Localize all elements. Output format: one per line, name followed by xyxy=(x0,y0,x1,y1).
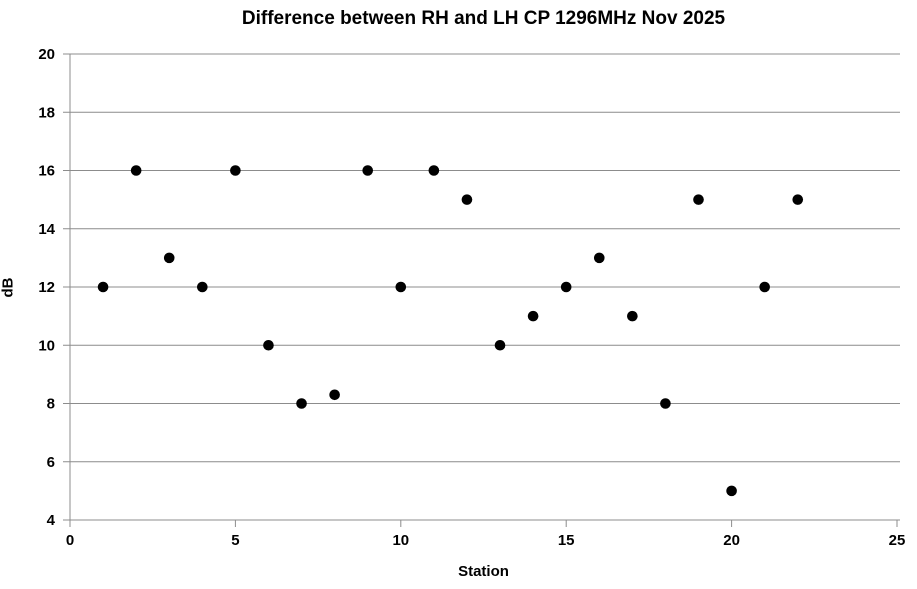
y-tick-label: 12 xyxy=(38,279,55,296)
data-point xyxy=(130,165,142,176)
data-point xyxy=(197,281,208,293)
data-point xyxy=(395,281,407,293)
data-point xyxy=(660,398,671,409)
x-tick-label: 25 xyxy=(889,532,906,549)
data-point xyxy=(97,281,109,293)
data-point xyxy=(163,252,175,264)
data-point xyxy=(230,165,241,176)
data-point xyxy=(593,252,605,264)
data-point xyxy=(693,194,704,205)
data-point xyxy=(263,339,274,351)
data-point xyxy=(627,310,638,322)
x-axis-title: Station xyxy=(458,563,509,580)
y-tick-label: 6 xyxy=(47,454,55,471)
x-tick-label: 0 xyxy=(66,532,74,549)
y-axis-title: dB xyxy=(0,277,17,298)
y-tick-label: 8 xyxy=(47,396,55,413)
chart-title: Difference between RH and LH CP 1296MHz … xyxy=(241,8,726,29)
data-point xyxy=(329,389,340,401)
x-tick-label: 10 xyxy=(392,532,409,549)
data-point xyxy=(527,310,539,322)
x-tick-label: 15 xyxy=(558,532,575,549)
x-tick-label: 5 xyxy=(231,532,239,549)
data-point xyxy=(759,281,770,293)
y-tick-label: 18 xyxy=(38,104,55,121)
y-tick-label: 10 xyxy=(38,337,55,354)
y-tick-label: 16 xyxy=(38,163,55,180)
y-tick-label: 4 xyxy=(47,512,56,529)
data-point xyxy=(428,165,440,176)
data-point xyxy=(726,485,737,497)
data-point xyxy=(296,398,307,409)
y-tick-label: 20 xyxy=(38,46,55,63)
data-point xyxy=(494,339,506,351)
x-tick-label: 20 xyxy=(723,532,740,549)
data-point xyxy=(560,281,572,293)
data-point xyxy=(461,194,473,205)
y-tick-label: 14 xyxy=(38,221,55,238)
data-point xyxy=(792,194,804,205)
data-point xyxy=(362,165,374,176)
